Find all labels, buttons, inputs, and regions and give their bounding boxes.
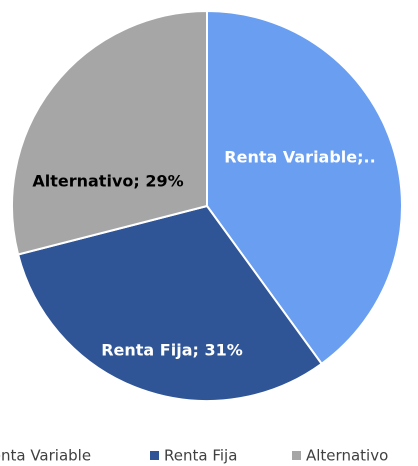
pie-slice [11, 9, 208, 256]
legend-label: Renta Fija [164, 447, 237, 465]
legend-label: Alternativo [306, 447, 388, 465]
pie-slice [206, 9, 403, 366]
legend-marker [150, 451, 159, 460]
pie-slice [16, 204, 324, 402]
data-label: Alternativo; 29% [32, 172, 183, 191]
data-label: Renta Variable;.. [224, 148, 375, 167]
legend-label: Renta Variable [0, 447, 91, 465]
legend-marker [292, 451, 301, 460]
data-label: Renta Fija; 31% [101, 341, 243, 360]
